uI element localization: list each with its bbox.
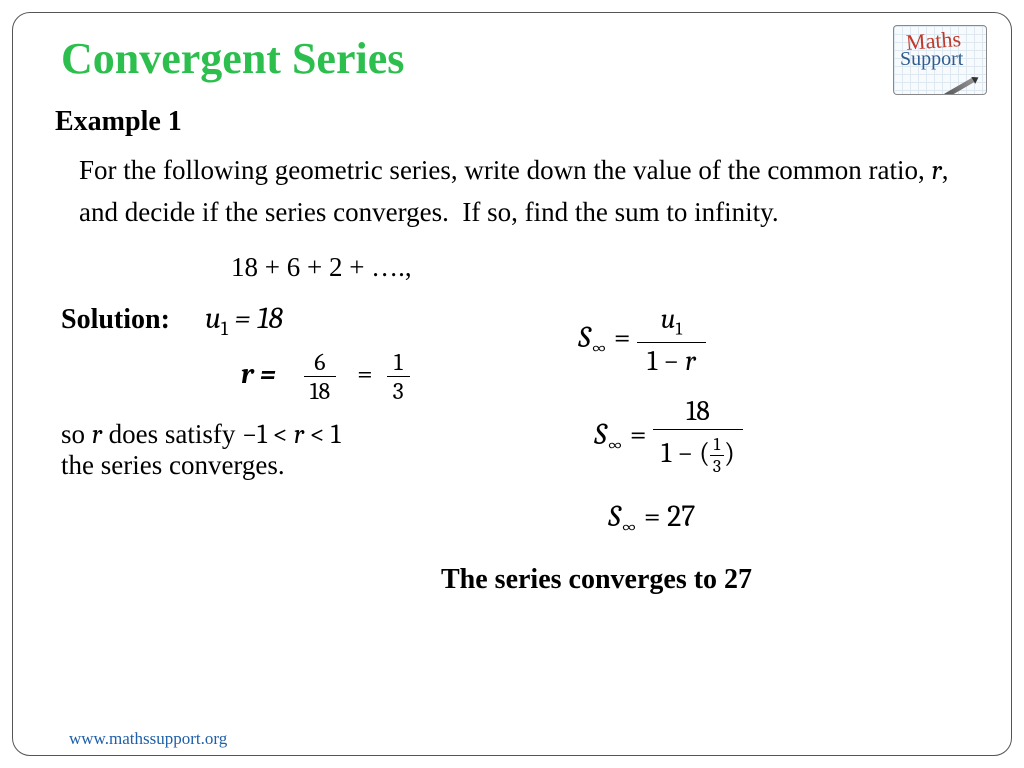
pen-icon xyxy=(943,76,977,95)
example-heading: Example 1 xyxy=(55,106,963,138)
fraction-6-18: 6 18 xyxy=(304,348,336,405)
solution-columns: Solution: u1 = 18 r = 6 18 = 1 3 xyxy=(61,301,963,552)
slide-frame: Maths Support Convergent Series Example … xyxy=(12,12,1012,756)
solution-u1: Solution: u1 = 18 xyxy=(61,301,528,340)
question-prompt: For the following geometric series, writ… xyxy=(79,150,963,232)
solution-r: r = 6 18 = 1 3 xyxy=(241,348,528,405)
sum-result: S∞ = 27 xyxy=(538,499,963,538)
footer-url: www.mathssupport.org xyxy=(69,729,227,749)
series-expression: 18 + 6 + 2 + …., xyxy=(231,252,963,283)
solution-right: S∞ = u1 1 − r S∞ = 18 1 − ( xyxy=(528,301,963,552)
convergence-condition: so r does satisfy −1 < r < 1 the series … xyxy=(61,419,528,481)
fraction-1-3: 1 3 xyxy=(387,348,410,405)
solution-left: Solution: u1 = 18 r = 6 18 = 1 3 xyxy=(61,301,528,552)
page-title: Convergent Series xyxy=(61,33,963,84)
sum-formula: S∞ = u1 1 − r xyxy=(538,301,963,379)
logo-text-support: Support xyxy=(900,48,963,71)
conclusion-text: The series converges to 27 xyxy=(441,564,963,596)
brand-logo: Maths Support xyxy=(893,25,987,95)
solution-label: Solution: xyxy=(61,304,170,335)
sum-substituted: S∞ = 18 1 − ( 1 3 ) xyxy=(538,393,963,481)
